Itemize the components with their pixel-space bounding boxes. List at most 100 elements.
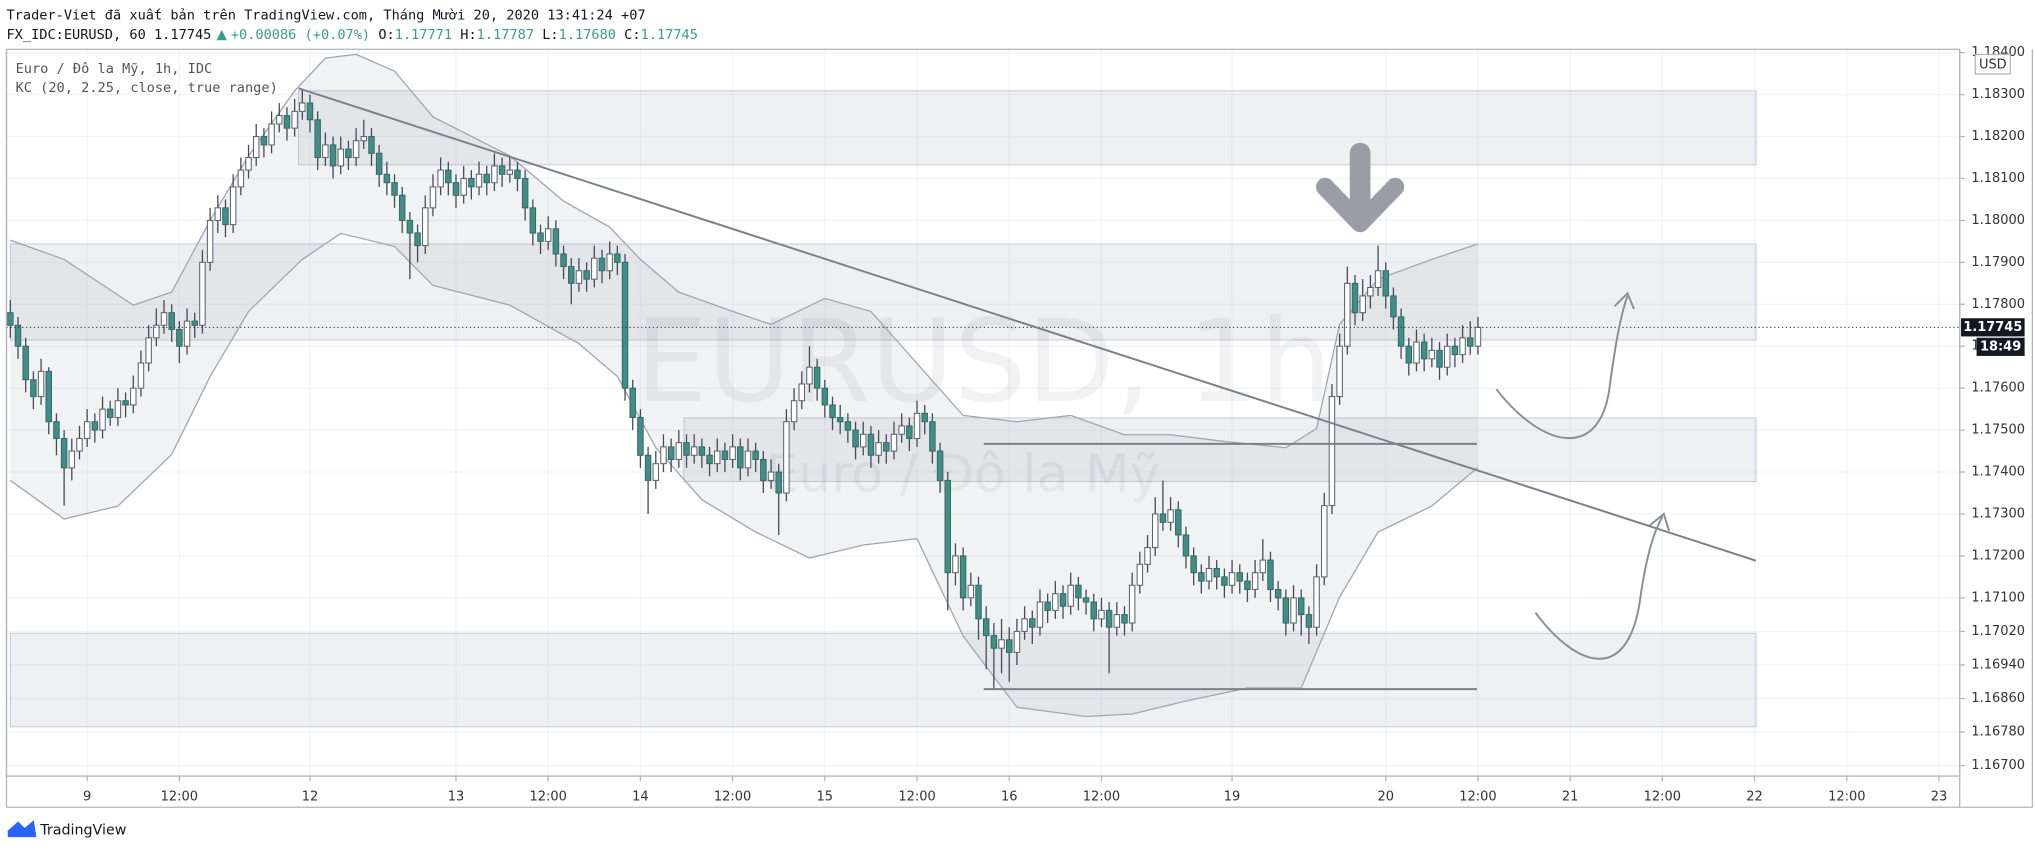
- candle-body: [1428, 349, 1436, 360]
- candle-body: [1459, 337, 1466, 356]
- candle-body: [767, 471, 775, 481]
- candle-body: [14, 324, 22, 347]
- countdown-text: 18:49: [1980, 339, 2021, 354]
- candle-body: [245, 156, 252, 171]
- candle-body: [206, 219, 214, 263]
- candle-body: [391, 182, 398, 196]
- candle-body: [322, 144, 329, 159]
- candle-body: [491, 165, 498, 184]
- candle-body: [183, 320, 191, 347]
- ohlc-value: 1.17771: [395, 27, 452, 43]
- change: +0.00086 (+0.07%): [231, 27, 370, 43]
- candle-body: [60, 437, 68, 469]
- candle-body: [1451, 345, 1459, 356]
- candle-body: [475, 173, 483, 188]
- y-tick-label: 1.17600: [1971, 381, 2025, 396]
- candle-body: [1151, 513, 1159, 549]
- candle-body: [1405, 345, 1413, 364]
- candle-body: [452, 182, 460, 196]
- candle-body: [498, 165, 506, 175]
- x-tick-label: 12:00: [1459, 789, 1496, 804]
- kc-line: [9, 232, 1479, 718]
- candle-body: [445, 169, 452, 184]
- candle-body: [214, 207, 222, 221]
- candle-body: [160, 312, 168, 326]
- currency-box[interactable]: [1974, 53, 2011, 75]
- candle-body: [1390, 295, 1397, 318]
- countdown-box: [1976, 337, 2025, 356]
- candle-body: [644, 454, 652, 481]
- candle-body: [1336, 345, 1343, 398]
- candle-body: [306, 102, 314, 121]
- candle-body: [22, 345, 29, 381]
- candle-body: [744, 450, 752, 469]
- candle-body: [1228, 572, 1236, 586]
- y-tick-label: 1.17020: [1971, 624, 2025, 639]
- candle-body: [1305, 614, 1313, 628]
- x-tick-label: 19: [1224, 789, 1241, 804]
- y-tick-label: 1.16780: [1971, 725, 2025, 740]
- candle-body: [1382, 270, 1389, 297]
- candle-body: [1236, 572, 1243, 582]
- legend-title: Euro / Đô la Mỹ, 1h, IDC: [16, 61, 213, 77]
- candle-body: [975, 584, 982, 620]
- x-tick-label: 12: [302, 789, 319, 804]
- candle-body: [690, 446, 698, 456]
- x-tick-label: 20: [1377, 789, 1394, 804]
- x-tick-label: 12:00: [1083, 789, 1120, 804]
- candle-body: [460, 177, 467, 196]
- candle-body: [529, 207, 537, 234]
- candle-body: [1159, 513, 1167, 523]
- candle-body: [936, 450, 944, 481]
- candle-body: [675, 442, 683, 460]
- candle-body: [813, 366, 821, 389]
- y-tick-label: 1.16940: [1971, 657, 2025, 672]
- y-tick-label: 1.17500: [1971, 423, 2025, 438]
- candle-body: [514, 169, 521, 180]
- candle-body: [598, 257, 606, 272]
- candle-body: [130, 387, 137, 406]
- candle-body: [859, 433, 867, 448]
- candle-body: [268, 123, 275, 146]
- grid: [6, 49, 1960, 777]
- candle-body: [1059, 593, 1067, 607]
- last-price-label: 1.17745 18:49: [1961, 318, 2025, 356]
- candle-body: [714, 450, 721, 465]
- candle-body: [1005, 639, 1013, 653]
- candle-body: [1013, 630, 1021, 653]
- candle-body: [1067, 584, 1074, 607]
- candle-body: [1267, 559, 1274, 590]
- candle-body: [1075, 584, 1082, 599]
- candle-body: [844, 421, 852, 431]
- candle-body: [621, 261, 629, 389]
- candle-body: [836, 417, 844, 423]
- candle-body: [783, 421, 790, 494]
- candle-body: [806, 366, 813, 385]
- x-tick-label: 12:00: [898, 789, 935, 804]
- candle-body: [199, 261, 206, 326]
- candle-body: [990, 635, 998, 649]
- candle-body: [1467, 337, 1474, 347]
- curved-arrow: [1495, 291, 1635, 440]
- y-tick-label: 1.17400: [1971, 465, 2025, 480]
- logo-text: TradingView: [39, 823, 127, 839]
- candle-body: [1205, 567, 1213, 582]
- candle-body: [1198, 572, 1205, 582]
- candle-body: [591, 257, 598, 280]
- symbol: FX_IDC:EURUSD, 60: [6, 27, 145, 43]
- candle-body: [1321, 505, 1328, 578]
- candle-body: [698, 446, 706, 456]
- candle-body: [575, 270, 583, 284]
- candle-body: [468, 177, 475, 188]
- candle-body: [552, 228, 560, 255]
- ohlc-label: C:: [624, 27, 640, 43]
- candle-body: [913, 412, 921, 440]
- candle-body: [929, 421, 936, 452]
- candle-body: [890, 433, 898, 452]
- candle-body: [422, 207, 429, 247]
- candle-body: [982, 618, 990, 637]
- candle-body: [237, 169, 245, 188]
- change-arrow: [216, 29, 227, 41]
- candle-body: [998, 639, 1005, 649]
